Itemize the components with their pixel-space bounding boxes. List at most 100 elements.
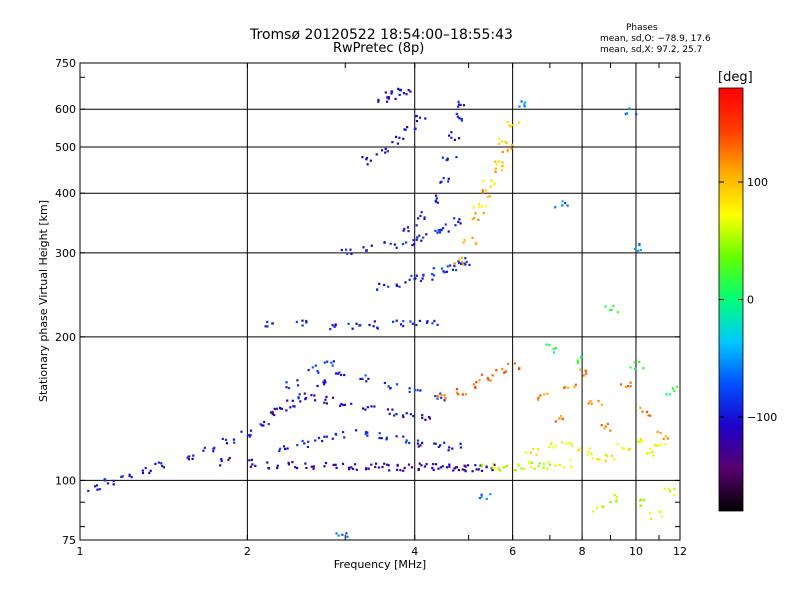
- echo-point: [640, 498, 643, 501]
- echo-point: [418, 319, 421, 322]
- echo-point: [552, 347, 555, 351]
- echo-point: [449, 264, 452, 267]
- echo-point: [431, 278, 434, 281]
- echo-point: [576, 361, 579, 364]
- echo-point: [493, 183, 496, 186]
- echo-point: [423, 217, 426, 221]
- echo-point: [437, 445, 440, 448]
- echo-point: [564, 202, 567, 205]
- echo-point: [548, 344, 551, 347]
- echo-point: [491, 466, 494, 469]
- echo-point: [375, 462, 378, 465]
- echo-point: [660, 515, 664, 518]
- echo-point: [369, 159, 372, 162]
- echo-point: [301, 319, 304, 322]
- echo-point: [407, 230, 410, 233]
- echo-point: [421, 416, 424, 420]
- echo-point: [446, 157, 449, 160]
- echo-point: [659, 431, 662, 435]
- echo-point: [472, 383, 475, 386]
- echo-point: [348, 468, 351, 471]
- echo-point: [491, 468, 494, 472]
- echo-point: [370, 405, 373, 408]
- echo-point: [279, 407, 282, 410]
- echo-point: [553, 351, 556, 354]
- echo-point: [502, 466, 505, 469]
- echo-point: [591, 457, 594, 460]
- echo-point: [437, 229, 440, 232]
- echo-point: [520, 100, 523, 103]
- echo-point: [513, 362, 516, 365]
- echo-point: [504, 370, 508, 373]
- echo-point: [419, 214, 422, 218]
- echo-point: [144, 467, 147, 470]
- echo-point: [386, 408, 390, 411]
- echo-point: [418, 462, 421, 465]
- echo-point: [675, 385, 678, 388]
- echo-point: [409, 90, 412, 93]
- echo-point: [482, 212, 485, 215]
- echo-point: [303, 392, 306, 395]
- echo-point: [335, 466, 338, 469]
- echo-point: [443, 399, 446, 402]
- echo-point: [438, 231, 441, 234]
- echo-point: [461, 468, 464, 471]
- echo-point: [402, 92, 405, 95]
- echo-point: [304, 462, 307, 465]
- echo-point: [292, 405, 295, 408]
- echo-point: [637, 440, 640, 444]
- echo-point: [435, 463, 438, 466]
- echo-point: [589, 400, 592, 403]
- echo-point: [421, 277, 424, 280]
- echo-point: [457, 220, 460, 223]
- echo-point: [638, 360, 641, 364]
- echo-point: [329, 328, 332, 331]
- echo-point: [386, 463, 389, 466]
- echo-point: [346, 535, 349, 538]
- echo-point: [547, 461, 550, 464]
- echo-point: [395, 135, 398, 138]
- echo-point: [604, 425, 607, 428]
- echo-point: [669, 490, 672, 493]
- echo-point: [316, 370, 319, 373]
- echo-point: [407, 463, 411, 466]
- phase-stats-o-mode: mean, sd,O: −78.9, 17.6: [600, 34, 711, 44]
- echo-point: [317, 436, 321, 440]
- echo-point: [431, 466, 434, 470]
- echo-point: [366, 431, 369, 434]
- echo-point: [408, 441, 411, 445]
- echo-point: [493, 181, 496, 185]
- echo-point: [249, 465, 252, 468]
- echo-point: [590, 402, 593, 405]
- chart-subtitle: RwPretec (8p): [333, 41, 425, 56]
- echo-point: [456, 115, 459, 118]
- echo-point: [422, 274, 425, 277]
- echo-point: [416, 442, 419, 445]
- echo-point: [453, 262, 456, 265]
- echo-point: [386, 100, 389, 103]
- echo-point: [106, 482, 110, 485]
- echo-point: [482, 180, 485, 183]
- echo-point: [391, 141, 394, 144]
- echo-point: [149, 469, 152, 472]
- echo-point: [289, 406, 292, 409]
- echo-point: [407, 89, 410, 92]
- echo-point: [570, 465, 573, 468]
- echo-point: [616, 495, 619, 499]
- echo-point: [402, 229, 405, 232]
- echo-point: [337, 534, 340, 537]
- echo-point: [294, 466, 297, 469]
- echo-point: [355, 468, 358, 471]
- echo-point: [461, 256, 464, 259]
- x-tick-label: 8: [579, 545, 586, 558]
- echo-point: [431, 273, 434, 276]
- echo-point: [493, 467, 497, 470]
- echo-point: [600, 424, 603, 427]
- echo-point: [501, 150, 504, 153]
- echo-point: [278, 447, 282, 450]
- echo-point: [535, 453, 538, 456]
- echo-point: [489, 493, 492, 496]
- echo-point: [267, 467, 271, 470]
- echo-point: [377, 98, 380, 101]
- echo-point: [569, 442, 572, 445]
